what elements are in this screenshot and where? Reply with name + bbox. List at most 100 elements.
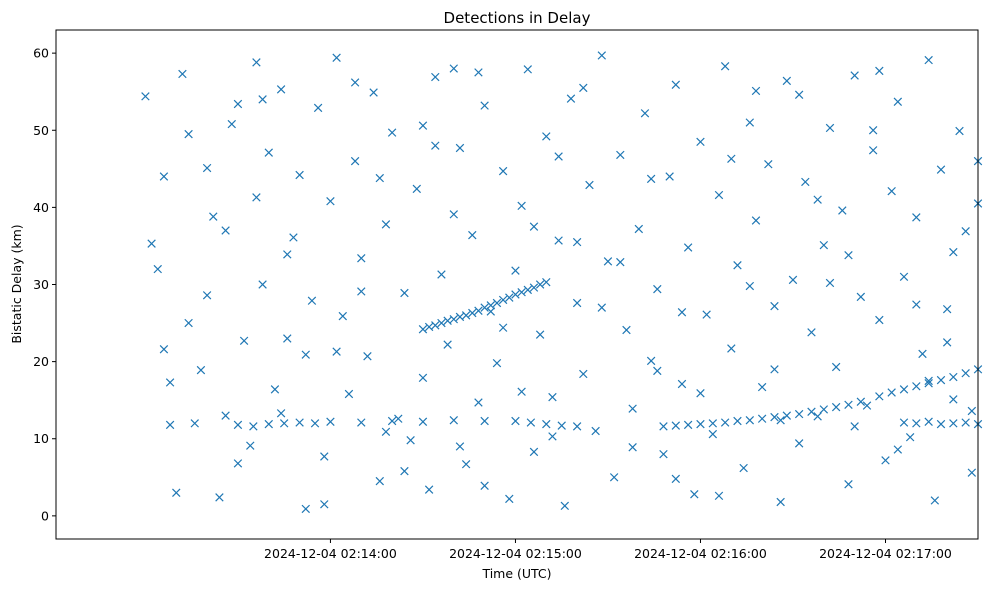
data-point (332, 347, 341, 356)
data-point (449, 314, 459, 324)
data-point (326, 417, 335, 427)
data-point (511, 290, 520, 299)
data-point (332, 53, 341, 62)
scatter-points (141, 51, 983, 514)
data-point (794, 439, 804, 448)
data-point (233, 99, 243, 109)
data-point (708, 429, 718, 439)
data-point (714, 190, 724, 200)
data-point (912, 419, 921, 428)
data-point (955, 126, 964, 136)
y-tick-label: 20 (33, 354, 49, 369)
data-point (776, 416, 785, 425)
data-point (381, 427, 391, 437)
data-point (924, 378, 933, 388)
data-point (967, 468, 977, 477)
y-tick-label: 10 (33, 431, 49, 446)
data-point (357, 418, 366, 427)
data-point (455, 312, 465, 322)
data-point (949, 372, 958, 382)
data-point (474, 68, 483, 77)
data-point (628, 404, 637, 413)
data-point (159, 172, 169, 181)
data-point (616, 150, 625, 160)
data-point (492, 358, 502, 368)
data-point (424, 485, 434, 494)
data-point (671, 421, 681, 430)
data-point (560, 501, 570, 511)
data-point (628, 443, 637, 452)
data-point (875, 392, 884, 401)
chart-title: Detections in Delay (444, 9, 591, 27)
data-point (468, 308, 477, 318)
data-point (844, 250, 853, 260)
data-point (653, 366, 662, 376)
data-point (622, 325, 631, 335)
data-point (209, 212, 218, 221)
data-point (597, 303, 607, 312)
data-point (498, 323, 508, 332)
data-point (320, 452, 329, 461)
data-point (252, 58, 261, 67)
data-point (653, 284, 662, 294)
data-point (535, 330, 545, 339)
data-point (727, 344, 736, 353)
data-point (548, 432, 557, 441)
data-point (147, 239, 156, 248)
data-point (646, 174, 656, 184)
x-tick-label: 2024-12-04 02:17:00 (819, 546, 952, 561)
data-point (838, 206, 847, 215)
data-point (794, 90, 804, 100)
data-point (720, 62, 730, 71)
data-point (634, 224, 644, 234)
data-point (276, 85, 286, 94)
data-point (511, 266, 520, 275)
data-point (831, 402, 841, 412)
data-point (535, 280, 545, 289)
data-point (387, 128, 397, 137)
data-point (227, 119, 236, 129)
data-point (825, 278, 835, 288)
data-point (455, 143, 465, 153)
data-point (733, 260, 742, 270)
x-axis-title: Time (UTC) (481, 566, 551, 581)
data-point (153, 264, 162, 274)
data-point (949, 419, 958, 428)
data-point (936, 375, 946, 385)
data-point (443, 316, 452, 325)
data-point (757, 414, 767, 423)
data-point (264, 148, 273, 157)
data-point (677, 308, 687, 317)
data-point (406, 436, 415, 445)
data-point (387, 416, 397, 426)
data-point (283, 250, 292, 259)
data-point (640, 109, 650, 118)
data-point (782, 411, 792, 420)
data-point (579, 83, 588, 93)
data-point (542, 419, 551, 429)
data-point (776, 497, 785, 507)
data-point (375, 476, 385, 486)
data-point (418, 373, 428, 383)
data-point (249, 422, 258, 431)
data-point (579, 369, 588, 379)
y-tick-label: 0 (41, 508, 49, 523)
data-point (486, 301, 496, 310)
data-point (936, 419, 946, 429)
data-point (431, 321, 440, 330)
data-point (770, 365, 779, 374)
data-point (893, 445, 903, 454)
data-point (739, 463, 748, 473)
x-tick-label: 2024-12-04 02:16:00 (634, 546, 767, 561)
data-point (264, 419, 273, 429)
data-point (557, 421, 566, 430)
data-point (486, 307, 496, 316)
y-tick-label: 50 (33, 123, 49, 138)
data-point (526, 418, 536, 427)
data-point (899, 385, 909, 394)
data-point (844, 480, 853, 489)
data-point (326, 196, 335, 206)
data-point (511, 416, 520, 426)
data-point (665, 172, 674, 181)
data-point (190, 419, 199, 428)
